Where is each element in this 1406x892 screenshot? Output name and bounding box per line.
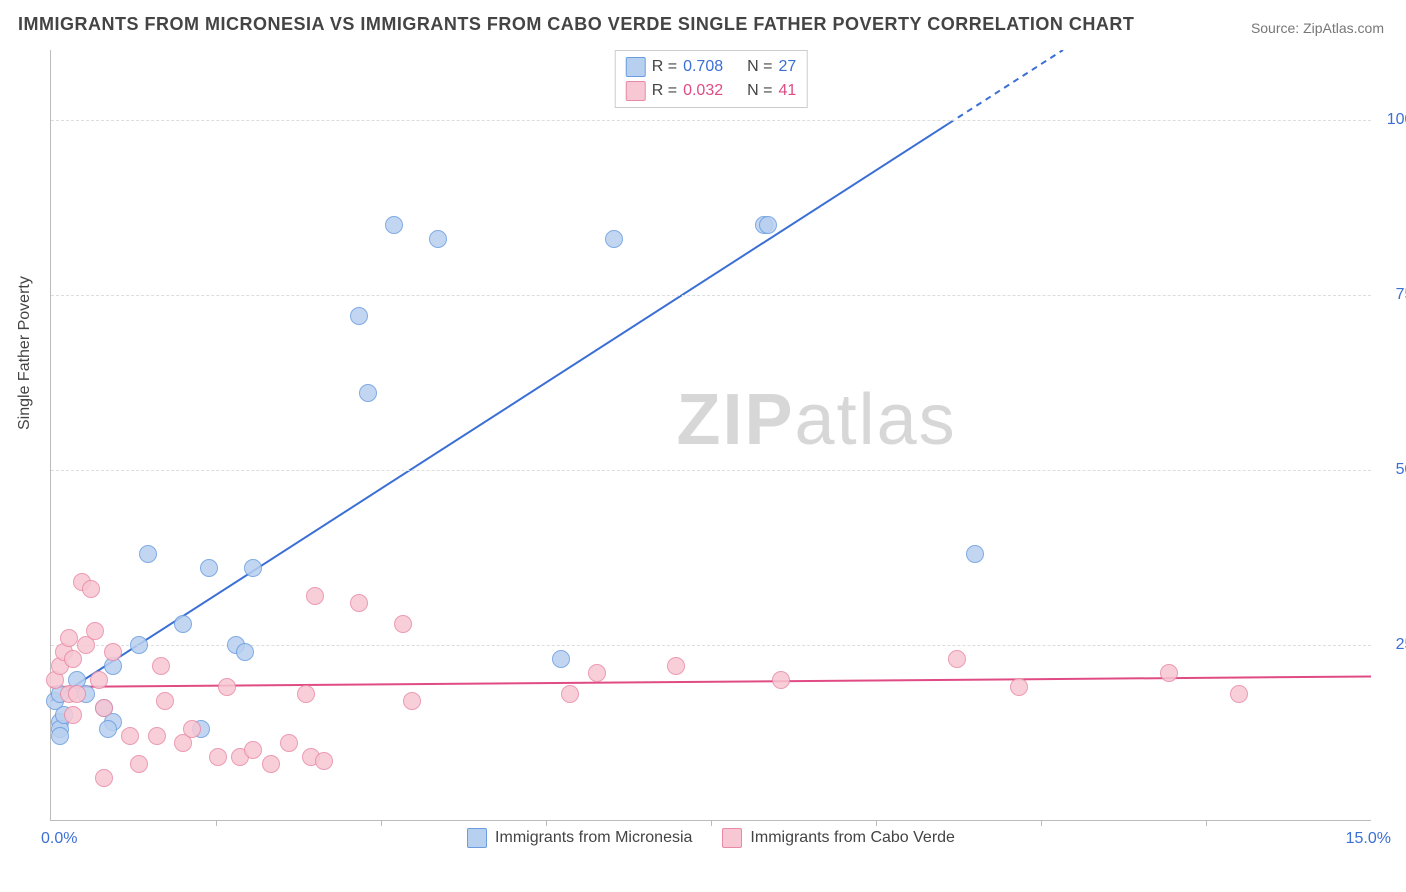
chart-container: IMMIGRANTS FROM MICRONESIA VS IMMIGRANTS… bbox=[0, 0, 1406, 892]
data-point bbox=[350, 307, 368, 325]
data-point bbox=[218, 678, 236, 696]
data-point bbox=[209, 748, 227, 766]
data-point bbox=[156, 692, 174, 710]
chart-title: IMMIGRANTS FROM MICRONESIA VS IMMIGRANTS… bbox=[18, 14, 1134, 35]
legend-swatch bbox=[722, 828, 742, 848]
data-point bbox=[139, 545, 157, 563]
data-point bbox=[174, 615, 192, 633]
data-point bbox=[605, 230, 623, 248]
x-tick-mark bbox=[546, 820, 547, 826]
data-point bbox=[244, 741, 262, 759]
data-point bbox=[95, 769, 113, 787]
data-point bbox=[148, 727, 166, 745]
legend-stat-row: R = 0.708 N = 27 bbox=[626, 55, 797, 79]
data-point bbox=[315, 752, 333, 770]
data-point bbox=[86, 622, 104, 640]
data-point bbox=[359, 384, 377, 402]
y-tick-label: 50.0% bbox=[1396, 461, 1406, 479]
data-point bbox=[68, 685, 86, 703]
data-point bbox=[394, 615, 412, 633]
data-point bbox=[561, 685, 579, 703]
data-point bbox=[262, 755, 280, 773]
data-point bbox=[104, 643, 122, 661]
data-point bbox=[183, 720, 201, 738]
data-point bbox=[1160, 664, 1178, 682]
data-point bbox=[130, 755, 148, 773]
gridline bbox=[51, 120, 1371, 121]
data-point bbox=[772, 671, 790, 689]
legend-stat-row: R = 0.032 N = 41 bbox=[626, 79, 797, 103]
correlation-legend: R = 0.708 N = 27 R = 0.032 N = 41 bbox=[615, 50, 808, 108]
data-point bbox=[280, 734, 298, 752]
x-tick-mark bbox=[216, 820, 217, 826]
data-point bbox=[99, 720, 117, 738]
data-point bbox=[966, 545, 984, 563]
data-point bbox=[95, 699, 113, 717]
data-point bbox=[130, 636, 148, 654]
data-point bbox=[403, 692, 421, 710]
data-point bbox=[948, 650, 966, 668]
data-point bbox=[64, 706, 82, 724]
data-point bbox=[552, 650, 570, 668]
x-tick-mark bbox=[1206, 820, 1207, 826]
gridline bbox=[51, 295, 1371, 296]
x-tick-mark bbox=[1041, 820, 1042, 826]
y-tick-label: 100.0% bbox=[1387, 111, 1406, 129]
plot-area: ZIPatlas R = 0.708 N = 27 R = 0.032 N = … bbox=[50, 50, 1371, 821]
legend-swatch bbox=[467, 828, 487, 848]
data-point bbox=[236, 643, 254, 661]
y-tick-label: 75.0% bbox=[1396, 286, 1406, 304]
x-tick-mark bbox=[381, 820, 382, 826]
legend-swatch bbox=[626, 57, 646, 77]
data-point bbox=[297, 685, 315, 703]
data-point bbox=[588, 664, 606, 682]
x-tick-label: 0.0% bbox=[41, 830, 77, 848]
data-point bbox=[200, 559, 218, 577]
x-tick-mark bbox=[711, 820, 712, 826]
x-tick-mark bbox=[876, 820, 877, 826]
data-point bbox=[667, 657, 685, 675]
y-axis-label: Single Father Poverty bbox=[16, 276, 34, 430]
series-legend: Immigrants from Micronesia Immigrants fro… bbox=[51, 828, 1371, 848]
data-point bbox=[51, 727, 69, 745]
source-attribution: Source: ZipAtlas.com bbox=[1251, 20, 1384, 36]
data-point bbox=[121, 727, 139, 745]
data-point bbox=[350, 594, 368, 612]
x-tick-label: 15.0% bbox=[1346, 830, 1391, 848]
legend-series-item: Immigrants from Micronesia bbox=[467, 828, 692, 848]
data-point bbox=[152, 657, 170, 675]
watermark: ZIPatlas bbox=[677, 379, 957, 461]
data-point bbox=[759, 216, 777, 234]
data-point bbox=[385, 216, 403, 234]
data-point bbox=[1230, 685, 1248, 703]
legend-swatch bbox=[626, 81, 646, 101]
legend-series-item: Immigrants from Cabo Verde bbox=[722, 828, 955, 848]
data-point bbox=[244, 559, 262, 577]
data-point bbox=[1010, 678, 1028, 696]
data-point bbox=[90, 671, 108, 689]
y-tick-label: 25.0% bbox=[1396, 636, 1406, 654]
data-point bbox=[64, 650, 82, 668]
data-point bbox=[82, 580, 100, 598]
gridline bbox=[51, 470, 1371, 471]
data-point bbox=[60, 629, 78, 647]
data-point bbox=[429, 230, 447, 248]
data-point bbox=[306, 587, 324, 605]
